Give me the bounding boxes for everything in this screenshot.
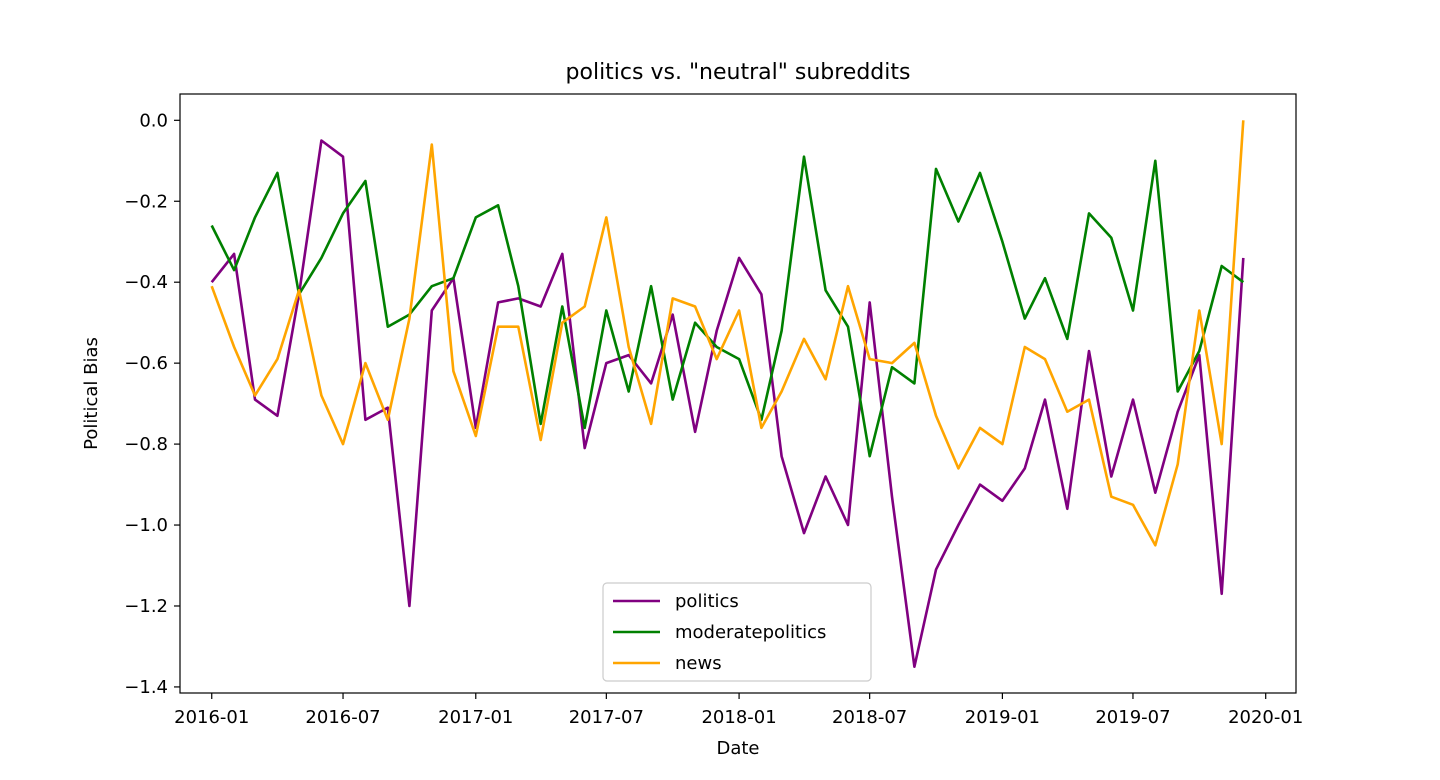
- y-tick-label: −0.4: [124, 272, 168, 293]
- y-tick-label: −1.0: [124, 515, 168, 536]
- legend: politics moderatepolitics news: [603, 583, 871, 681]
- x-tick-label: 2018-01: [701, 707, 776, 728]
- x-tick-label: 2016-07: [305, 707, 380, 728]
- y-axis-label: Political Bias: [81, 337, 102, 450]
- y-tick-label: −1.4: [124, 677, 168, 698]
- x-tick-label: 2020-01: [1228, 707, 1303, 728]
- x-tick-label: 2018-07: [832, 707, 907, 728]
- x-tick-label: 2016-01: [174, 707, 249, 728]
- x-axis-ticks: 2016-01 2016-07 2017-01 2017-07 2018-01 2018-…: [174, 693, 1303, 728]
- chart-title: politics vs. "neutral" subreddits: [566, 60, 911, 85]
- y-tick-label: −0.8: [124, 434, 168, 455]
- legend-label-moderatepolitics: moderatepolitics: [675, 622, 826, 643]
- y-axis-ticks: 0.0 −0.2 −0.4 −0.6 −0.8 −1.0 −1.2 −1.4: [124, 110, 180, 698]
- x-tick-label: 2017-07: [569, 707, 644, 728]
- series-line-moderatepolitics: [212, 157, 1244, 457]
- y-tick-label: 0.0: [139, 110, 168, 131]
- x-axis-label: Date: [716, 738, 759, 759]
- legend-label-politics: politics: [675, 591, 739, 612]
- y-tick-label: −1.2: [124, 596, 168, 617]
- x-tick-label: 2019-07: [1095, 707, 1170, 728]
- x-tick-label: 2019-01: [965, 707, 1040, 728]
- legend-label-news: news: [675, 653, 722, 674]
- x-tick-label: 2017-01: [438, 707, 513, 728]
- y-tick-label: −0.6: [124, 353, 168, 374]
- y-tick-label: −0.2: [124, 191, 168, 212]
